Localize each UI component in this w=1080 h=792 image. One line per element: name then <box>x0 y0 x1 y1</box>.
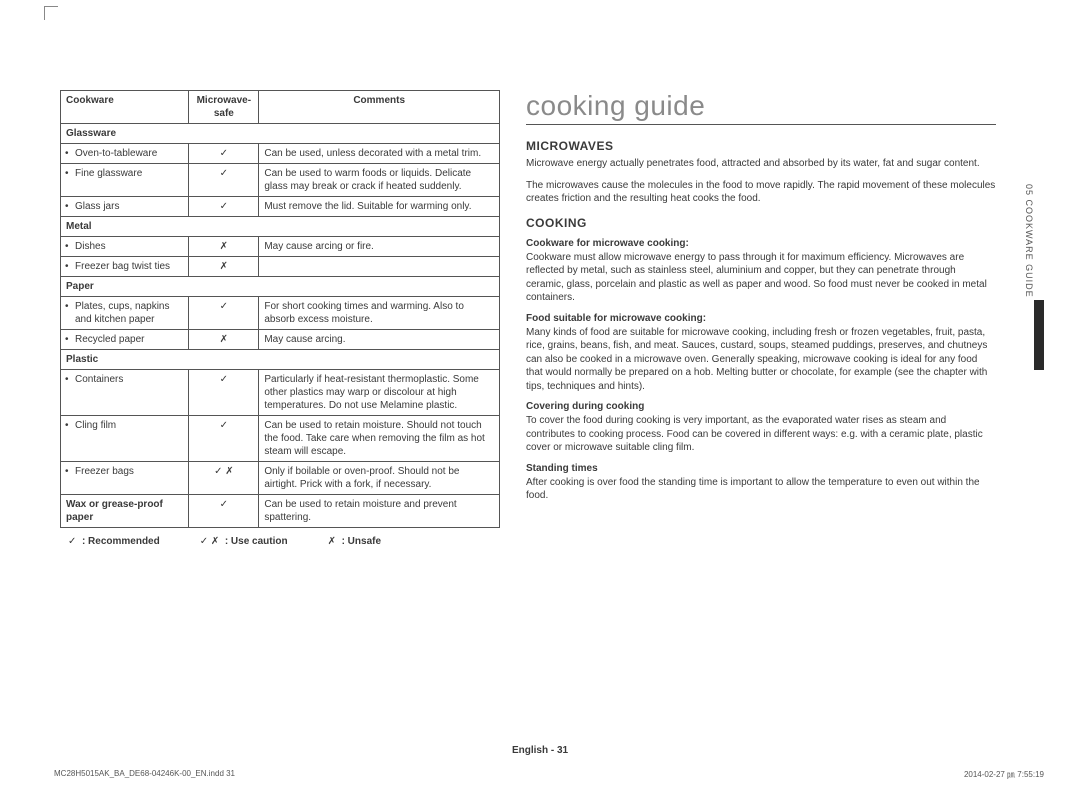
page-title: cooking guide <box>526 90 996 125</box>
safe-cell: ✓ ✗ <box>189 462 259 495</box>
page: Cookware Microwave-safe Comments Glasswa… <box>30 0 1050 792</box>
legend-item: ✓ ✗ : Use caution <box>200 536 288 547</box>
subheading: Standing times <box>526 463 996 474</box>
subheading: Cookware for microwave cooking: <box>526 238 996 249</box>
table-row: Glassware <box>61 124 500 144</box>
table-row: Glass jars✓Must remove the lid. Suitable… <box>61 197 500 217</box>
safe-cell: ✓ <box>189 144 259 164</box>
para: Many kinds of food are suitable for micr… <box>526 326 996 394</box>
table-row: Recycled paper✗May cause arcing. <box>61 330 500 350</box>
category-cell: Glassware <box>61 124 500 144</box>
item-cell: Plates, cups, napkins and kitchen paper <box>61 297 189 330</box>
item-cell: Glass jars <box>61 197 189 217</box>
legend-item: ✓ : Recommended <box>68 536 160 547</box>
item-cell: Freezer bags <box>61 462 189 495</box>
tab-label: 05 COOKWARE GUIDE <box>1024 180 1034 298</box>
cookware-table: Cookware Microwave-safe Comments Glasswa… <box>60 90 500 528</box>
meta-file: MC28H5015AK_BA_DE68-04246K-00_EN.indd 31 <box>54 769 235 780</box>
th-comments: Comments <box>259 91 500 124</box>
comment-cell: Can be used, unless decorated with a met… <box>259 144 500 164</box>
table-row: Wax or grease-proof paper✓Can be used to… <box>61 495 500 528</box>
category-cell: Plastic <box>61 350 500 370</box>
safe-cell: ✓ <box>189 297 259 330</box>
item-cell: Fine glassware <box>61 164 189 197</box>
comment-cell: Can be used to retain moisture. Should n… <box>259 416 500 462</box>
table-row: Oven-to-tableware✓Can be used, unless de… <box>61 144 500 164</box>
left-column: Cookware Microwave-safe Comments Glasswa… <box>60 90 500 547</box>
tab-bar <box>1034 300 1044 370</box>
comment-cell: For short cooking times and warming. Als… <box>259 297 500 330</box>
item-cell: Dishes <box>61 237 189 257</box>
safe-cell: ✗ <box>189 257 259 277</box>
comment-cell: Must remove the lid. Suitable for warmin… <box>259 197 500 217</box>
heading-cooking: COOKING <box>526 216 996 230</box>
item-cell: Wax or grease-proof paper <box>61 495 189 528</box>
table-row: Metal <box>61 217 500 237</box>
safe-cell: ✓ <box>189 370 259 416</box>
right-column: cooking guide MICROWAVES Microwave energ… <box>526 90 996 547</box>
para: Cookware must allow microwave energy to … <box>526 251 996 305</box>
side-tab: 05 COOKWARE GUIDE <box>1024 180 1038 440</box>
footer-page: English - 31 <box>0 745 1080 756</box>
legend-item: ✗ : Unsafe <box>328 536 381 547</box>
safe-cell: ✓ <box>189 495 259 528</box>
category-cell: Metal <box>61 217 500 237</box>
para: Microwave energy actually penetrates foo… <box>526 157 996 171</box>
meta-timestamp: 2014-02-27 ㏘ 7:55:19 <box>964 769 1044 780</box>
safe-cell: ✗ <box>189 330 259 350</box>
table-row: Plastic <box>61 350 500 370</box>
comment-cell: Can be used to warm foods or liquids. De… <box>259 164 500 197</box>
para: The microwaves cause the molecules in th… <box>526 179 996 206</box>
item-cell: Recycled paper <box>61 330 189 350</box>
table-row: Freezer bag twist ties✗ <box>61 257 500 277</box>
safe-cell: ✓ <box>189 416 259 462</box>
safe-cell: ✓ <box>189 164 259 197</box>
table-row: Containers✓Particularly if heat-resistan… <box>61 370 500 416</box>
para: After cooking is over food the standing … <box>526 476 996 503</box>
item-cell: Cling film <box>61 416 189 462</box>
item-cell: Containers <box>61 370 189 416</box>
comment-cell: Particularly if heat-resistant thermopla… <box>259 370 500 416</box>
safe-cell: ✓ <box>189 197 259 217</box>
table-row: Dishes✗May cause arcing or fire. <box>61 237 500 257</box>
comment-cell: May cause arcing or fire. <box>259 237 500 257</box>
subheading: Food suitable for microwave cooking: <box>526 313 996 324</box>
item-cell: Freezer bag twist ties <box>61 257 189 277</box>
legend: ✓ : Recommended ✓ ✗ : Use caution ✗ : Unsa… <box>60 536 500 547</box>
table-row: Cling film✓Can be used to retain moistur… <box>61 416 500 462</box>
comment-cell: Only if boilable or oven-proof. Should n… <box>259 462 500 495</box>
comment-cell <box>259 257 500 277</box>
category-cell: Paper <box>61 277 500 297</box>
table-row: Paper <box>61 277 500 297</box>
item-cell: Oven-to-tableware <box>61 144 189 164</box>
subheading: Covering during cooking <box>526 401 996 412</box>
comment-cell: Can be used to retain moisture and preve… <box>259 495 500 528</box>
table-row: Freezer bags✓ ✗Only if boilable or oven-… <box>61 462 500 495</box>
heading-microwaves: MICROWAVES <box>526 139 996 153</box>
safe-cell: ✗ <box>189 237 259 257</box>
table-row: Plates, cups, napkins and kitchen paper✓… <box>61 297 500 330</box>
table-row: Fine glassware✓Can be used to warm foods… <box>61 164 500 197</box>
th-safe: Microwave-safe <box>189 91 259 124</box>
meta-line: MC28H5015AK_BA_DE68-04246K-00_EN.indd 31… <box>54 769 1044 780</box>
para: To cover the food during cooking is very… <box>526 414 996 455</box>
th-cookware: Cookware <box>61 91 189 124</box>
comment-cell: May cause arcing. <box>259 330 500 350</box>
